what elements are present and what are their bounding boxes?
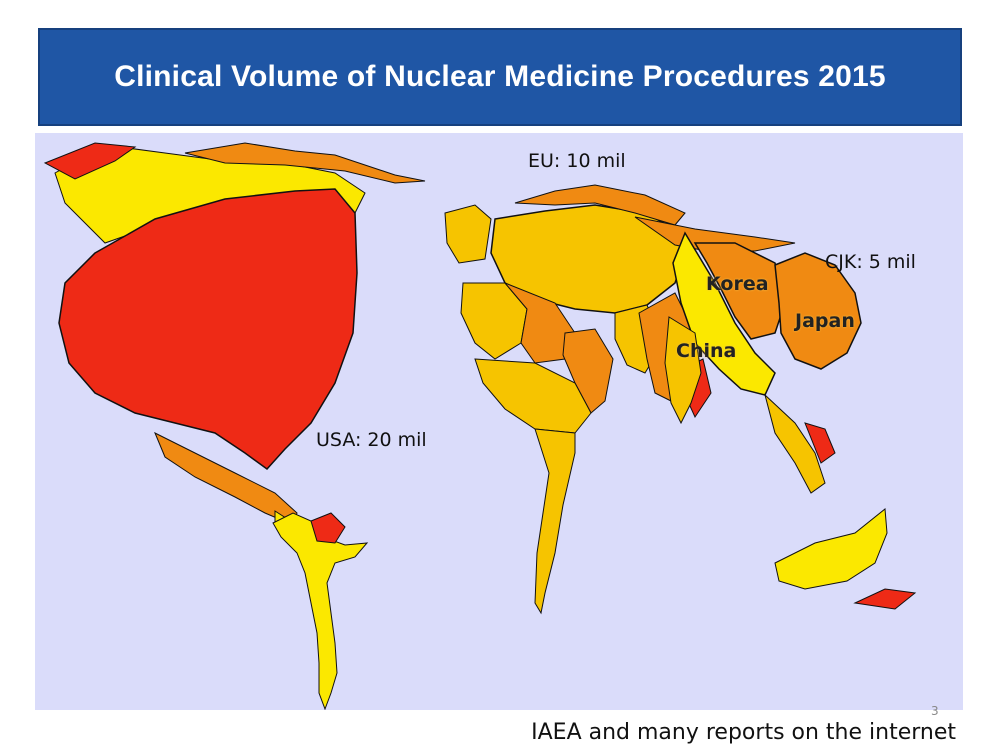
cjk-label: CJK: 5 mil — [825, 251, 916, 273]
brazil-region — [310, 512, 346, 544]
uk-region — [444, 204, 492, 264]
eu-label: EU: 10 mil — [528, 150, 626, 172]
scandinavia-region — [514, 184, 686, 226]
korea-region — [693, 242, 786, 340]
usa-region — [58, 188, 358, 471]
usa-label: USA: 20 mil — [316, 429, 427, 451]
south-america-region — [272, 512, 369, 710]
japan-label: Japan — [795, 310, 855, 332]
australia-region — [774, 508, 888, 590]
cartogram-map: USA: 20 mil EU: 10 mil CJK: 5 mil Korea … — [35, 133, 963, 710]
china-label: China — [676, 340, 737, 362]
slide-title: Clinical Volume of Nuclear Medicine Proc… — [114, 60, 886, 93]
italy-region — [562, 328, 614, 414]
korea-label: Korea — [706, 273, 769, 295]
source-citation: IAEA and many reports on the internet — [531, 720, 956, 745]
title-banner: Clinical Volume of Nuclear Medicine Proc… — [38, 28, 962, 126]
india-region — [664, 316, 702, 425]
japan-region — [774, 252, 862, 370]
new-zealand-region — [853, 588, 917, 610]
france-region — [504, 282, 576, 364]
africa-region — [534, 428, 576, 615]
southeast-asia-region — [764, 393, 826, 494]
arctic-islands — [184, 142, 426, 184]
china-region — [672, 231, 776, 396]
cartogram-svg — [43, 142, 917, 710]
slide-number: 3 — [931, 704, 939, 718]
alaska-region — [43, 142, 137, 180]
philippines-region — [804, 422, 836, 464]
